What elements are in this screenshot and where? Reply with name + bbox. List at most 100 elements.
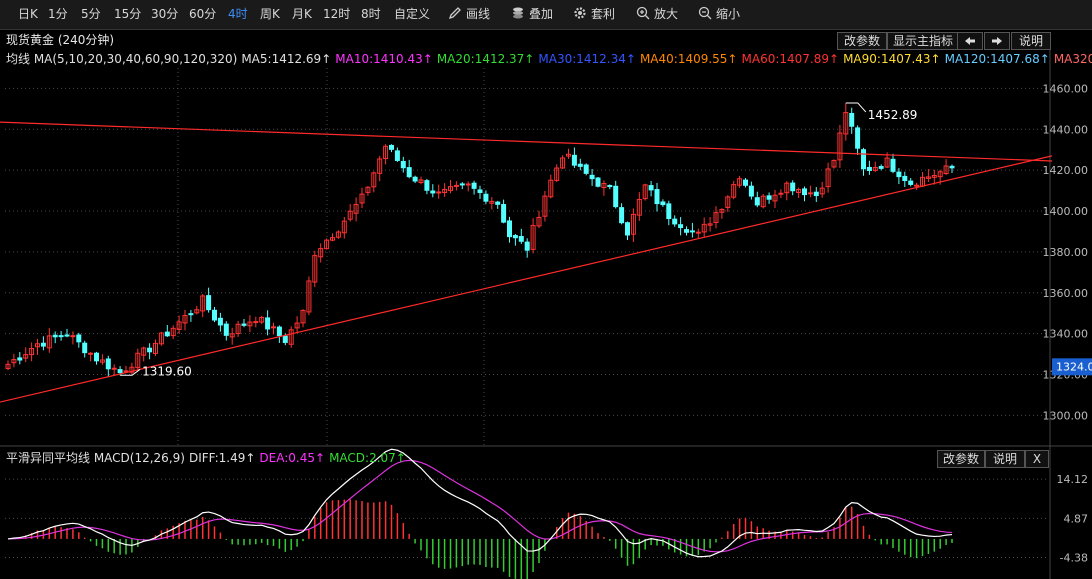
candle-body-33 [200,295,206,312]
macd-help-button[interactable]: 说明 [985,450,1025,468]
help-button[interactable]: 说明 [1011,32,1051,50]
candle-body-87 [518,236,524,242]
period-6[interactable]: 4时 [228,7,248,21]
period-1[interactable]: 1分 [48,7,68,21]
overlay-tool[interactable]: 叠加 [511,6,553,22]
candle-body-28 [170,327,176,337]
candle-body-127 [754,197,760,206]
macd-params-button[interactable]: 改参数 [937,450,985,468]
candle-body-133 [790,182,796,192]
arrow-right-icon [992,37,1002,45]
ma-legend: 均线 MA(5,10,20,30,40,60,90,120,320) MA5:14… [6,51,1092,67]
candle-body-99 [589,174,595,180]
candle-body-141 [837,132,843,161]
candle-body-18 [111,367,117,370]
arbitrage-tool[interactable]: 套利 [573,6,615,22]
candle-body-78 [465,183,471,186]
candle-body-72 [430,190,436,194]
candle-body-68 [406,167,412,178]
prev-button[interactable] [957,32,983,50]
candle-body-157 [931,175,937,178]
dea-line [7,459,953,553]
candle-body-96 [571,154,577,166]
candle-body-59 [353,203,359,214]
zoom-out-tool[interactable]: 缩小 [698,6,740,22]
candle-body-38 [229,333,235,338]
candle-body-85 [507,220,512,238]
gear-icon [574,7,586,19]
candle-body-21 [129,366,135,373]
draw-line-tool[interactable]: 画线 [448,6,490,22]
price-tick-0: 1300.00 [1043,409,1089,422]
candle-body-57 [341,220,347,234]
candle-body-7 [46,335,52,349]
show-main-indicator-button[interactable]: 显示主指标 [887,32,959,50]
candle-body-65 [389,144,394,150]
candle-body-142 [843,112,849,135]
candle-body-81 [483,193,489,202]
candle-body-45 [271,326,276,329]
candle-body-31 [188,313,194,316]
period-7[interactable]: 周K [260,7,280,21]
candle-body-121 [719,208,725,213]
candle-body-49 [294,322,300,329]
candle-body-82 [489,200,495,204]
ma-label-0: 均线 MA(5,10,20,30,40,60,90,120,320) [6,52,238,66]
period-11[interactable]: 自定义 [394,7,431,21]
ma-label-2: MA10:1410.43↑ [335,52,433,66]
candle-body-67 [400,160,406,169]
ma-label-1: MA5:1412.69↑ [241,52,332,66]
ma-label-7: MA90:1407.43↑ [843,52,941,66]
period-10[interactable]: 8时 [361,7,381,21]
period-2[interactable]: 5分 [81,7,101,21]
candle-body-39 [235,323,241,334]
candle-body-149 [884,157,890,168]
candle-body-22 [135,352,141,369]
candle-body-115 [684,229,689,233]
candle-body-95 [566,153,571,157]
candle-body-29 [176,321,182,330]
candle-body-34 [206,295,212,311]
period-5[interactable]: 60分 [189,7,217,21]
candle-body-137 [813,191,819,197]
candle-body-19 [117,369,123,374]
candle-body-64 [383,145,389,160]
candle-body-158 [937,171,943,178]
candle-body-32 [194,309,200,314]
candle-body-135 [802,188,807,196]
change-params-button[interactable]: 改参数 [837,32,887,50]
candle-body-43 [259,316,265,323]
candle-body-113 [672,218,678,225]
price-tick-6: 1420.00 [1043,164,1089,177]
candle-body-12 [76,334,82,343]
annotation-1: 1319.60 [142,364,192,378]
candle-body-52 [312,255,318,283]
candle-body-24 [147,347,153,353]
candle-body-90 [536,216,542,227]
annotation-leader-0 [845,102,867,113]
candle-body-97 [577,163,583,167]
macd-close-button[interactable]: X [1025,450,1049,468]
candle-body-89 [530,224,536,250]
candle-body-35 [212,309,217,321]
zoom-in-icon [636,6,650,20]
period-9[interactable]: 12时 [323,7,351,21]
period-8[interactable]: 月K [292,7,312,21]
trendline-upper [0,121,1053,162]
candle-body-27 [164,331,170,337]
candle-body-117 [695,231,701,234]
candle-body-103 [613,185,619,208]
candle-body-144 [855,127,861,149]
zoom-in-tool[interactable]: 放大 [636,6,678,22]
candle-body-14 [88,352,94,355]
candle-body-128 [760,195,766,208]
period-0[interactable]: 日K [18,7,38,21]
period-3[interactable]: 15分 [114,7,142,21]
ma-label-4: MA30:1412.34↑ [538,52,636,66]
period-4[interactable]: 30分 [151,7,179,21]
candle-body-8 [52,334,58,338]
candle-body-41 [247,321,253,327]
candle-body-148 [878,166,884,169]
next-button[interactable] [984,32,1010,50]
